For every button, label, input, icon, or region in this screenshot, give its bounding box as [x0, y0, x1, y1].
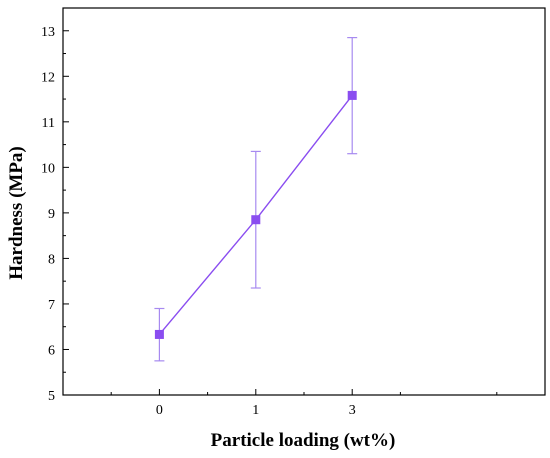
data-point — [251, 215, 261, 225]
data-point — [154, 329, 164, 339]
data-points-group — [154, 90, 357, 339]
x-tick-label: 3 — [349, 403, 356, 418]
y-axis-title: Hardness (MPa) — [6, 146, 27, 280]
y-tick-label: 6 — [48, 343, 55, 358]
error-bars-group — [154, 36, 358, 362]
y-tick-label: 13 — [41, 25, 55, 40]
y-tick-label: 8 — [48, 252, 55, 267]
x-axis-title: Particle loading (wt%) — [211, 430, 396, 451]
x-tick-label: 0 — [156, 403, 163, 418]
y-tick-label: 9 — [48, 207, 55, 222]
plot-frame — [62, 7, 546, 396]
y-tick-label: 5 — [48, 389, 55, 404]
data-point — [347, 90, 357, 100]
axes-group — [62, 7, 546, 396]
y-tick-label: 7 — [48, 298, 55, 313]
x-tick-label: 1 — [252, 403, 259, 418]
y-tick-label: 10 — [41, 161, 55, 176]
y-tick-label: 12 — [41, 70, 55, 85]
y-tick-label: 11 — [42, 116, 55, 131]
